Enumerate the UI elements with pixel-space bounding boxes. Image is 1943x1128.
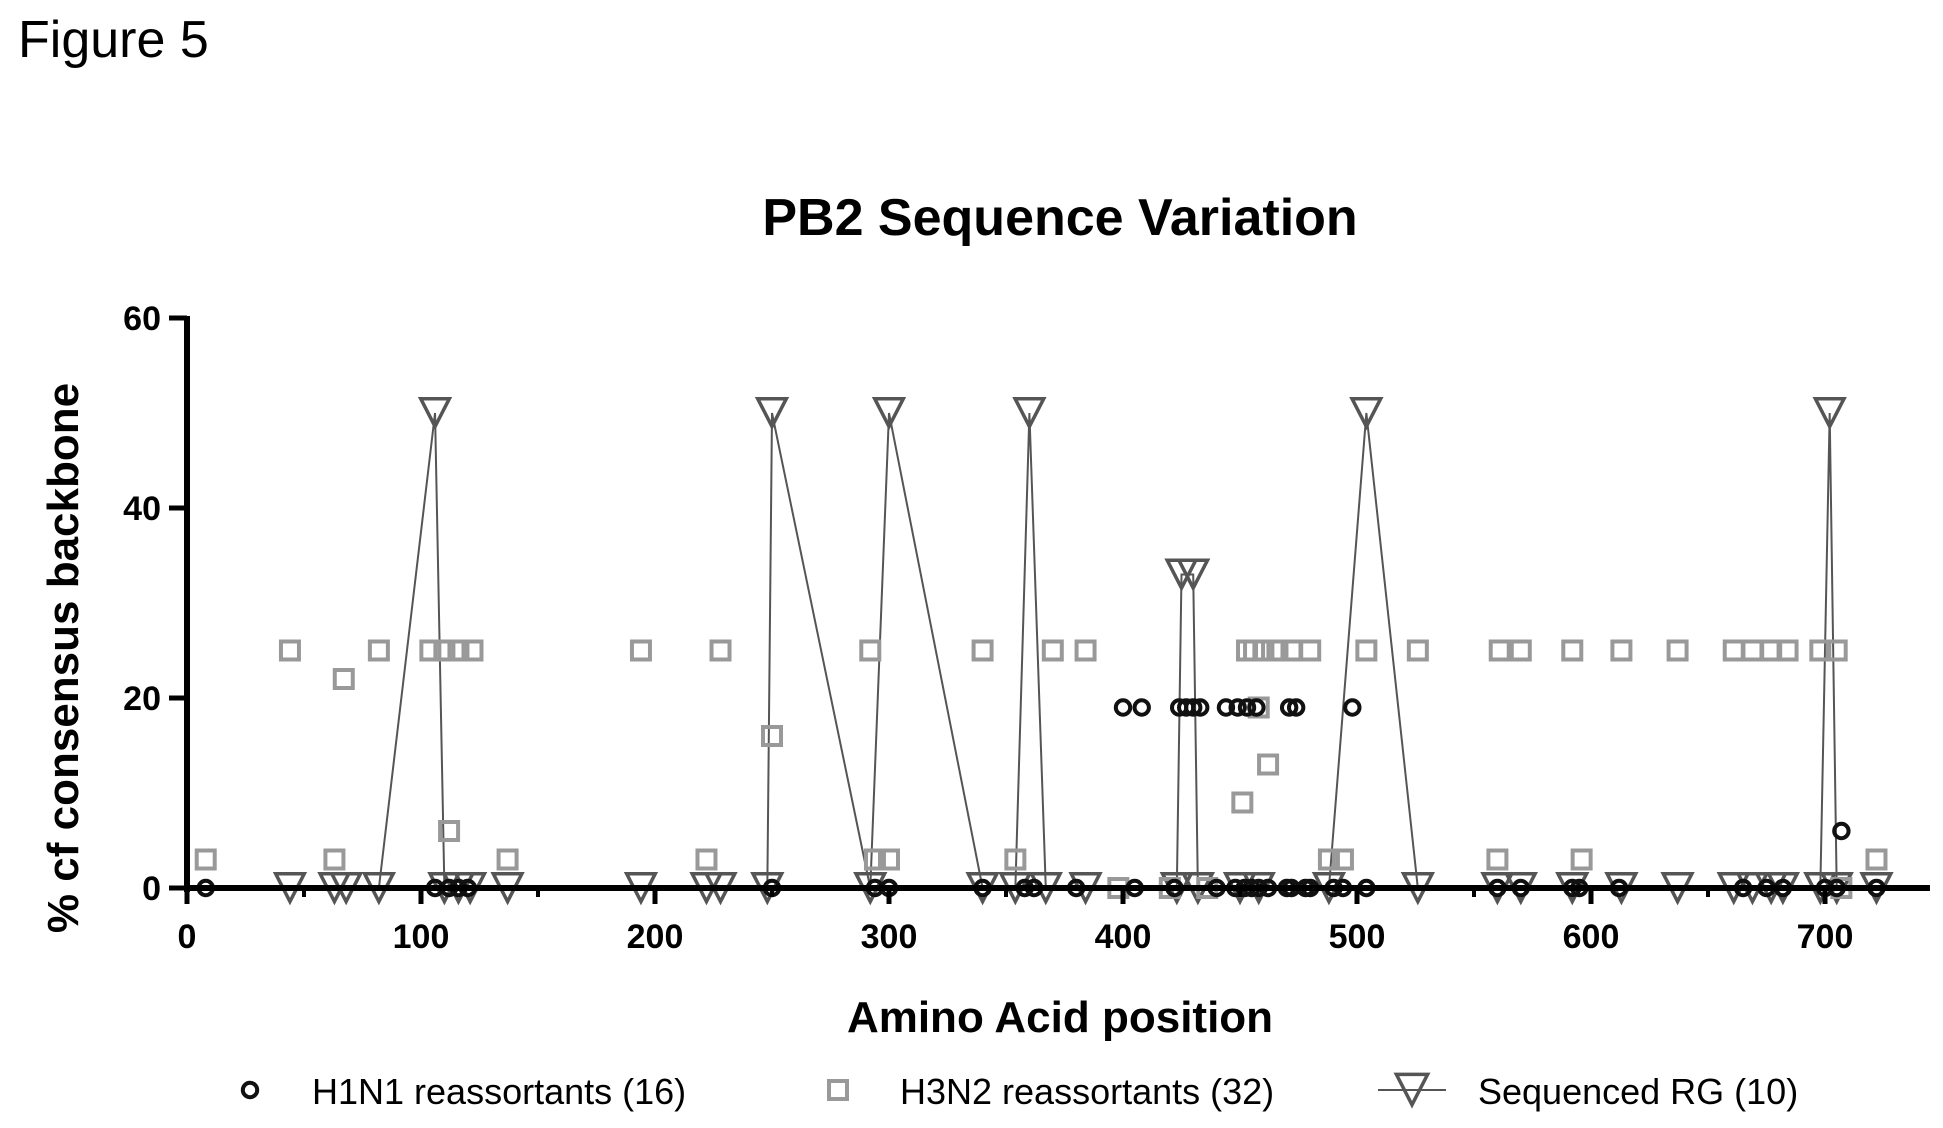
data-point xyxy=(1741,639,1764,662)
y-tick-label: 60 xyxy=(123,300,161,338)
data-point xyxy=(1231,791,1254,814)
data-point xyxy=(433,639,456,662)
data-point xyxy=(1832,821,1851,841)
data-point xyxy=(438,820,461,842)
data-point xyxy=(761,725,783,747)
data-point xyxy=(971,639,994,662)
data-point xyxy=(1286,698,1306,717)
data-point xyxy=(1266,639,1289,662)
x-tick-label: 700 xyxy=(1797,918,1854,956)
x-tick-label: 600 xyxy=(1563,918,1620,956)
data-point xyxy=(461,639,484,662)
x-tick-label: 0 xyxy=(178,918,197,956)
x-tick-label: 100 xyxy=(393,918,450,956)
data-point xyxy=(1812,396,1847,431)
data-point xyxy=(1488,639,1511,662)
x-tick-label: 200 xyxy=(627,918,684,956)
data-point xyxy=(1191,698,1210,717)
chart-title: PB2 Sequence Variation xyxy=(762,189,1358,247)
data-point xyxy=(1610,639,1633,662)
data-point xyxy=(629,639,652,662)
data-point xyxy=(1252,639,1275,662)
data-point xyxy=(859,639,882,662)
data-point xyxy=(1406,639,1429,662)
data-point xyxy=(1184,698,1203,717)
data-point xyxy=(1176,558,1211,592)
data-point xyxy=(1561,639,1584,662)
figure-label: Figure 5 xyxy=(18,11,209,69)
data-point xyxy=(1216,698,1236,717)
legend-label: H3N2 reassortants (32) xyxy=(900,1071,1274,1112)
x-tick-label: 400 xyxy=(1095,918,1152,956)
data-point xyxy=(1331,848,1354,871)
data-point xyxy=(871,396,907,431)
data-point xyxy=(417,396,453,431)
data-point xyxy=(419,639,442,662)
legend: H1N1 reassortants (16) H3N2 reassortants … xyxy=(240,1071,1798,1112)
data-point xyxy=(1247,698,1266,717)
plot-area xyxy=(194,396,1894,906)
series-line xyxy=(289,412,1877,889)
data-point xyxy=(1486,848,1509,871)
data-point xyxy=(1825,639,1848,662)
data-point xyxy=(863,848,886,871)
series-1 xyxy=(194,639,1888,899)
data-point xyxy=(1004,848,1027,871)
data-point xyxy=(1570,848,1593,871)
data-point xyxy=(1074,639,1097,662)
data-point xyxy=(754,396,790,431)
legend-marker xyxy=(240,1080,260,1100)
data-point xyxy=(1257,753,1280,776)
legend-marker xyxy=(827,1079,849,1101)
legend-item-0: H1N1 reassortants (16) xyxy=(240,1071,686,1112)
legend-item-2: Sequenced RG (10) xyxy=(1378,1071,1798,1112)
data-point xyxy=(278,639,301,662)
data-point xyxy=(878,848,900,871)
data-point xyxy=(1041,639,1064,662)
series-2 xyxy=(272,396,1894,906)
data-point xyxy=(1237,698,1257,717)
x-tick-label: 500 xyxy=(1329,918,1386,956)
legend-label: H1N1 reassortants (16) xyxy=(312,1071,686,1112)
data-point xyxy=(1865,848,1888,871)
data-point xyxy=(695,848,718,871)
y-tick-label: 0 xyxy=(142,870,161,908)
data-point xyxy=(496,848,519,871)
data-point xyxy=(1279,698,1299,717)
data-point xyxy=(1722,639,1745,662)
y-tick-label: 40 xyxy=(123,490,161,528)
data-point xyxy=(1317,848,1340,871)
data-point xyxy=(1299,639,1322,662)
data-point xyxy=(1355,639,1378,662)
legend-marker xyxy=(1393,1072,1431,1109)
data-point xyxy=(1012,396,1047,431)
data-point xyxy=(1509,639,1532,662)
data-point xyxy=(1228,698,1247,717)
legend-label: Sequenced RG (10) xyxy=(1478,1071,1798,1112)
data-point xyxy=(332,668,355,690)
data-point xyxy=(194,848,217,871)
data-point xyxy=(1349,396,1384,431)
y-tick-label: 20 xyxy=(123,680,161,718)
data-point xyxy=(1666,639,1689,662)
data-point xyxy=(323,848,346,871)
data-point xyxy=(1113,698,1133,717)
data-point xyxy=(1776,639,1799,662)
data-point xyxy=(367,639,390,662)
data-point xyxy=(709,639,732,662)
data-point xyxy=(1132,698,1151,717)
y-axis-title: % cf consensus backbone xyxy=(39,383,88,933)
data-point xyxy=(1343,698,1362,717)
x-axis-title: Amino Acid position xyxy=(847,993,1273,1042)
legend-item-1: H3N2 reassortants (32) xyxy=(827,1071,1274,1112)
data-point xyxy=(447,639,470,662)
x-tick-label: 300 xyxy=(861,918,918,956)
